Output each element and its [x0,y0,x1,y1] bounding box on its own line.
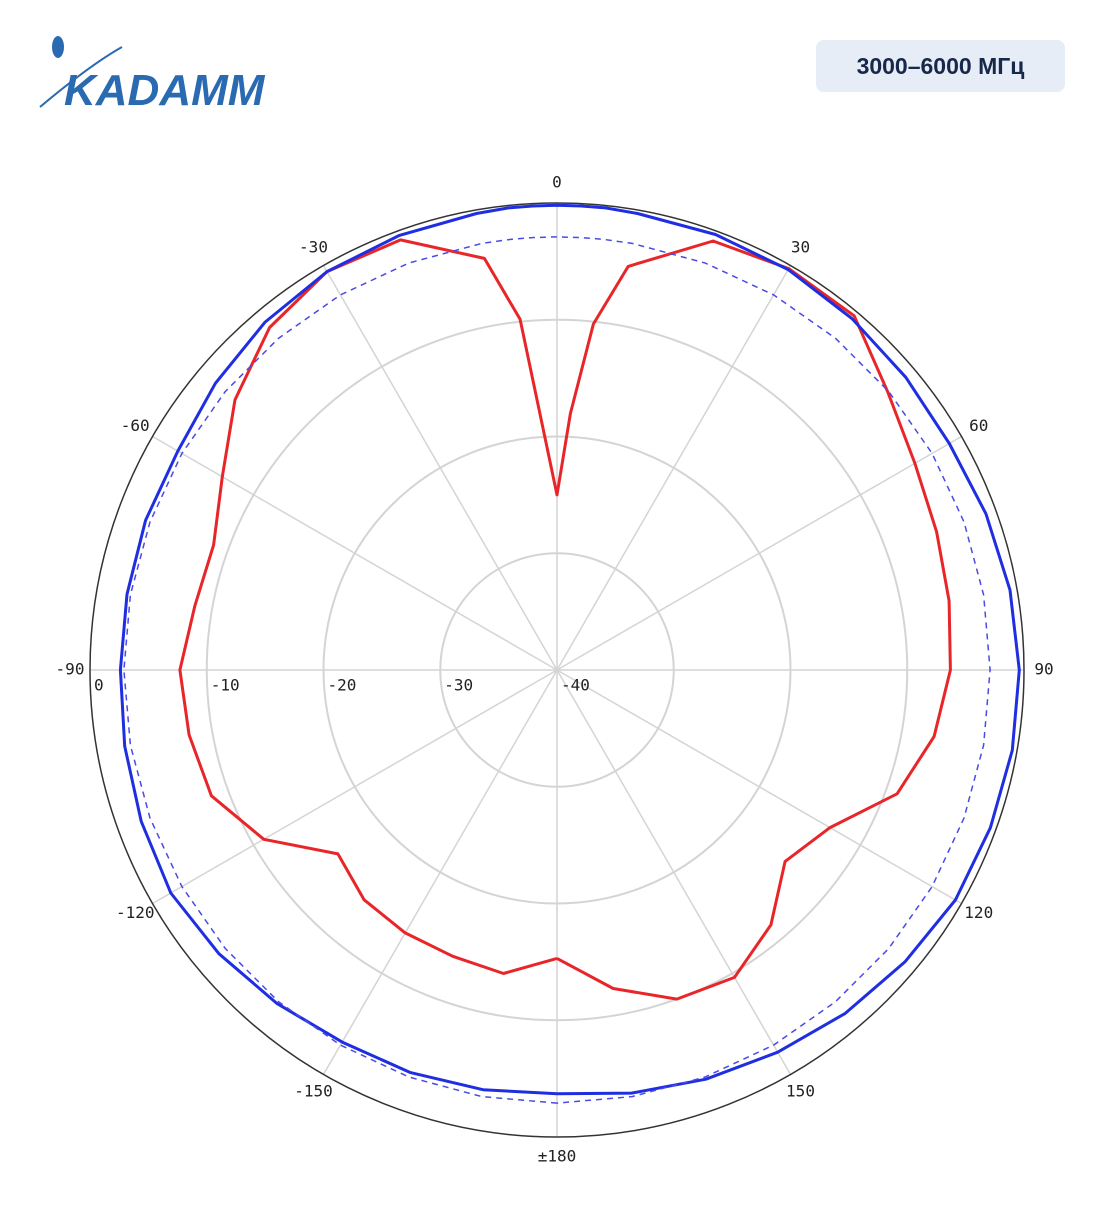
r-tick-label: -30 [444,676,473,695]
badge: 3000–6000 МГц [816,40,1065,92]
theta-tick-label: ±180 [538,1147,577,1166]
theta-tick-label: -120 [116,903,155,922]
theta-tick-label: 150 [786,1081,815,1100]
r-tick-label: -20 [328,676,357,695]
outer-ring [89,202,1025,1138]
logo-dot [52,36,64,58]
r-tick-label: -10 [211,676,240,695]
grid-ring [322,435,792,905]
theta-tick-label: 0 [552,173,562,192]
grid-ring [205,318,909,1022]
pattern-line [123,236,991,1104]
theta-tick-label: 30 [791,238,810,257]
theta-tick-label: 90 [1034,660,1053,679]
theta-tick-label: -60 [121,416,150,435]
logo-text: KADAMM [64,66,266,115]
logo: KADAMM [39,36,266,115]
theta-tick-label: -30 [299,238,328,257]
theta-tick-label: -150 [294,1081,333,1100]
logo-swoosh [39,46,123,108]
pattern-line [178,238,952,1001]
theta-tick-label: 120 [964,903,993,922]
pattern-line [118,203,1021,1096]
theta-tick-label: -90 [56,660,85,679]
r-tick-label: -40 [561,676,590,695]
r-tick-label: 0 [94,676,104,695]
grid-ring [439,552,675,788]
theta-tick-label: 60 [969,416,988,435]
